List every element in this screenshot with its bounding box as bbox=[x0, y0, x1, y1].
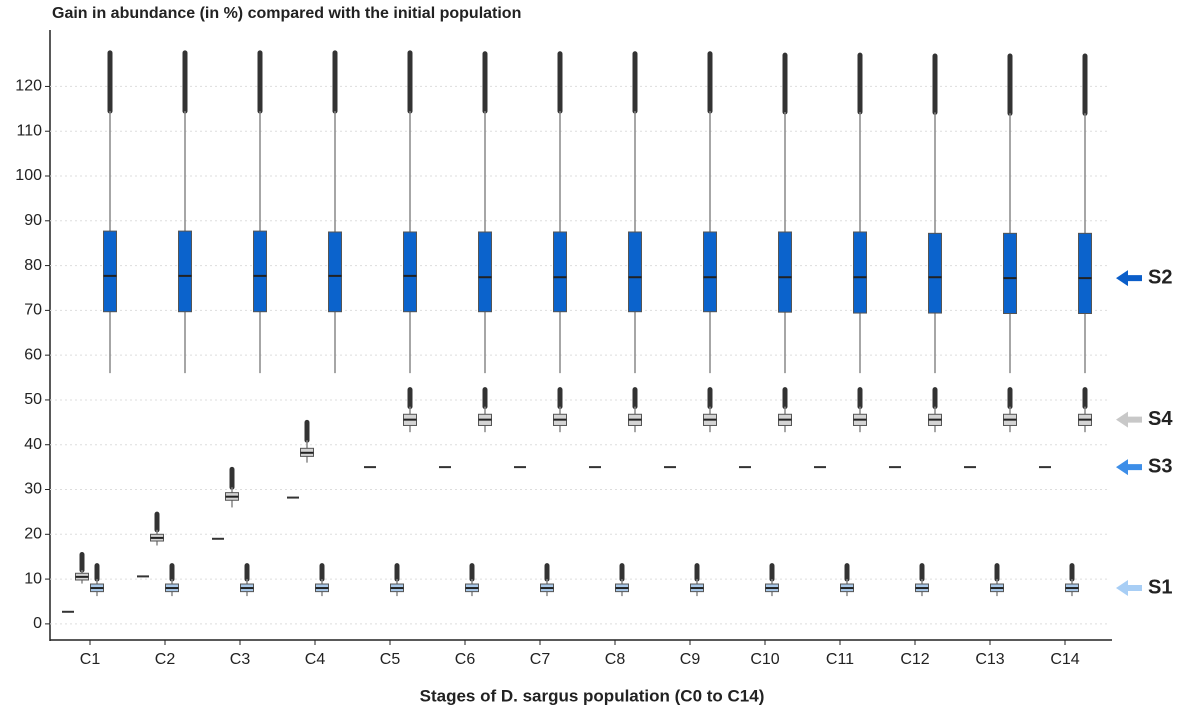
y-tick-label: 60 bbox=[24, 346, 42, 363]
box bbox=[403, 231, 417, 313]
legend-label: S1 bbox=[1148, 576, 1172, 598]
chart-title: Gain in abundance (in %) compared with t… bbox=[52, 5, 521, 22]
x-tick-label: C8 bbox=[605, 651, 626, 668]
y-tick-label: 80 bbox=[24, 257, 42, 274]
y-tick-label: 20 bbox=[24, 526, 42, 543]
y-tick-label: 70 bbox=[24, 302, 42, 319]
x-tick-label: C10 bbox=[750, 651, 779, 668]
x-tick-label: C6 bbox=[455, 651, 476, 668]
box bbox=[628, 231, 642, 313]
box bbox=[178, 230, 192, 313]
x-tick-label: C1 bbox=[80, 651, 101, 668]
y-tick-label: 0 bbox=[33, 615, 42, 632]
legend-arrow bbox=[1116, 580, 1142, 597]
legend-label: S2 bbox=[1148, 266, 1172, 288]
x-tick-label: C7 bbox=[530, 651, 551, 668]
y-tick-label: 30 bbox=[24, 481, 42, 498]
box bbox=[328, 231, 342, 313]
legend-arrow bbox=[1116, 270, 1142, 287]
x-tick-label: C4 bbox=[305, 651, 326, 668]
y-tick-label: 10 bbox=[24, 570, 42, 587]
x-tick-label: C9 bbox=[680, 651, 701, 668]
x-tick-label: C12 bbox=[900, 651, 929, 668]
y-tick-label: 90 bbox=[24, 212, 42, 229]
box bbox=[853, 231, 867, 314]
box bbox=[1003, 232, 1017, 315]
box bbox=[1078, 232, 1092, 315]
y-tick-label: 120 bbox=[15, 78, 42, 95]
y-tick-label: 100 bbox=[15, 167, 42, 184]
box bbox=[928, 232, 942, 314]
y-tick-label: 40 bbox=[24, 436, 42, 453]
legend-arrow bbox=[1116, 411, 1142, 428]
y-tick-label: 50 bbox=[24, 391, 42, 408]
box bbox=[103, 230, 117, 313]
x-tick-label: C14 bbox=[1050, 651, 1079, 668]
box bbox=[553, 231, 567, 313]
box bbox=[703, 231, 717, 313]
x-tick-label: C5 bbox=[380, 651, 401, 668]
legend-label: S4 bbox=[1148, 408, 1173, 430]
legend-label: S3 bbox=[1148, 455, 1172, 477]
x-tick-label: C11 bbox=[826, 651, 854, 668]
x-tick-label: C13 bbox=[975, 651, 1004, 668]
legend-arrow bbox=[1116, 459, 1142, 476]
y-tick-label: 110 bbox=[16, 122, 42, 139]
box bbox=[778, 231, 792, 313]
x-tick-label: C3 bbox=[230, 651, 251, 668]
x-tick-label: C2 bbox=[155, 651, 176, 668]
box bbox=[478, 231, 492, 313]
box bbox=[253, 230, 267, 313]
x-axis-label: Stages of D. sargus population (C0 to C1… bbox=[420, 686, 765, 705]
